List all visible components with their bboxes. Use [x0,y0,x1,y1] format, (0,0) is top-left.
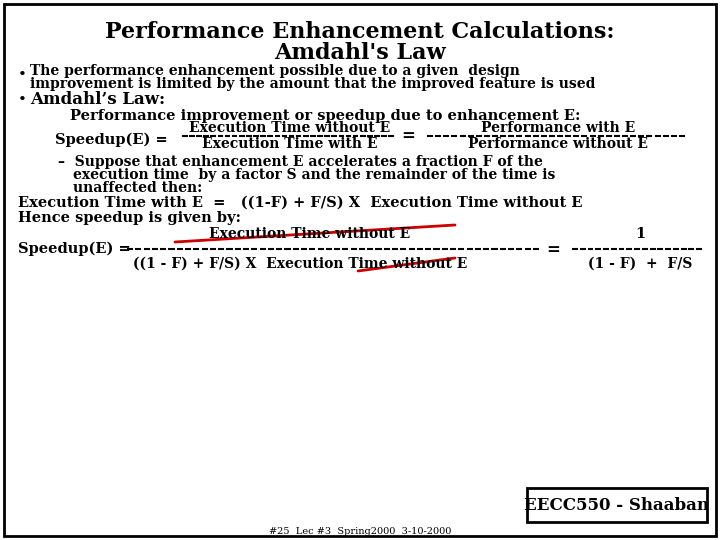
Text: Performance with E: Performance with E [481,121,635,135]
Text: Execution Time with E: Execution Time with E [202,137,378,151]
Text: Execution Time without E: Execution Time without E [189,121,391,135]
Text: Amdahl's Law: Amdahl's Law [274,42,446,64]
Text: Amdahl’s Law:: Amdahl’s Law: [30,91,165,109]
Bar [530,491,710,525]
Text: 1: 1 [635,227,645,241]
Text: Performance Enhancement Calculations:: Performance Enhancement Calculations: [105,21,615,43]
Text: Hence speedup is given by:: Hence speedup is given by: [18,211,241,225]
Text: •: • [18,68,27,82]
Text: ((1 - F) + F/S) X  Execution Time without E: ((1 - F) + F/S) X Execution Time without… [132,257,467,271]
Text: execution time  by a factor S and the remainder of the time is: execution time by a factor S and the rem… [73,168,555,182]
Text: (1 - F)  +  F/S: (1 - F) + F/S [588,257,692,271]
Text: Speedup(E) =: Speedup(E) = [18,242,130,256]
Text: improvement is limited by the amount that the improved feature is used: improvement is limited by the amount tha… [30,77,595,91]
Text: •: • [18,93,27,107]
Text: EECC550 - Shaaban: EECC550 - Shaaban [524,496,709,514]
Text: –  Suppose that enhancement E accelerates a fraction F of the: – Suppose that enhancement E accelerates… [58,155,543,169]
Text: Execution Time with E  =   ((1-F) + F/S) X  Execution Time without E: Execution Time with E = ((1-F) + F/S) X … [18,196,582,210]
Text: =: = [401,127,415,145]
Text: unaffected then:: unaffected then: [73,181,202,195]
Text: #25  Lec #3  Spring2000  3-10-2000: #25 Lec #3 Spring2000 3-10-2000 [269,528,451,537]
Text: The performance enhancement possible due to a given  design: The performance enhancement possible due… [30,64,520,78]
Text: Speedup(E) =: Speedup(E) = [55,133,168,147]
Bar [527,488,707,522]
Text: Execution Time without E: Execution Time without E [210,227,410,241]
Text: =: = [546,240,560,258]
Text: Performance without E: Performance without E [468,137,648,151]
Text: Performance improvement or speedup due to enhancement E:: Performance improvement or speedup due t… [70,109,580,123]
